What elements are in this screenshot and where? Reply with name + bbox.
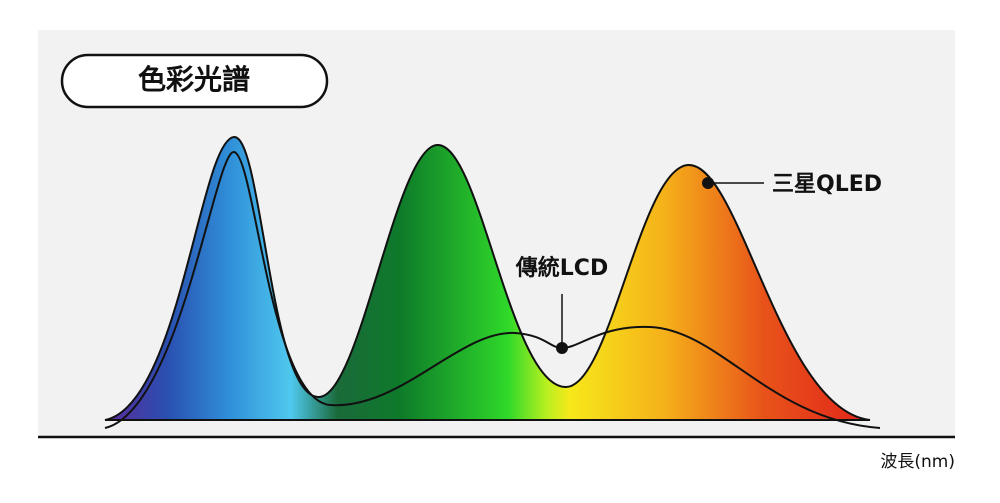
qled-label: 三星QLED <box>772 172 882 197</box>
title-box <box>60 53 329 109</box>
lcd-curve <box>104 150 881 429</box>
x-axis-label: 波長(nm) <box>880 452 955 472</box>
qled-curve <box>104 135 871 421</box>
lcd-label: 傳統LCD <box>515 255 608 281</box>
title: 色彩光譜 <box>138 63 250 96</box>
